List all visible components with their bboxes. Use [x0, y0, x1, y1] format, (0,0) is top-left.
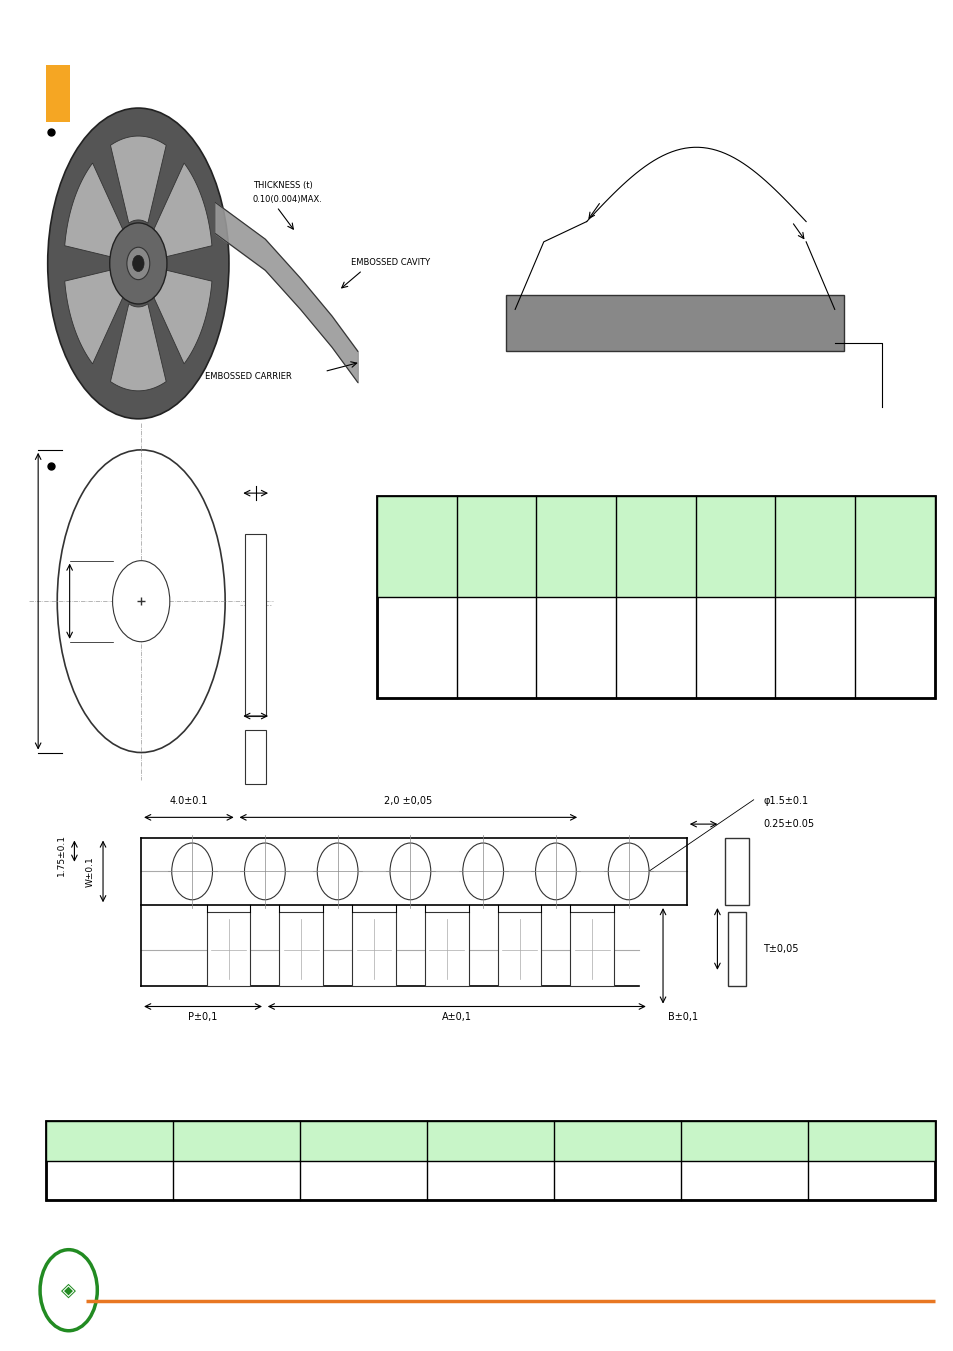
Ellipse shape: [317, 843, 357, 900]
Bar: [46, 65, 70, 122]
Polygon shape: [153, 269, 212, 363]
Text: EMBOSSED CAVITY: EMBOSSED CAVITY: [351, 258, 430, 266]
Polygon shape: [153, 163, 212, 258]
Bar: [207, 912, 250, 986]
Polygon shape: [65, 163, 123, 258]
Text: 2,0 ±0,05: 2,0 ±0,05: [384, 796, 432, 805]
Text: ◈: ◈: [61, 1281, 76, 1300]
Text: W±0.1: W±0.1: [86, 857, 94, 886]
Bar: [245, 730, 266, 784]
Text: A±0,1: A±0,1: [441, 1012, 472, 1021]
Ellipse shape: [172, 843, 213, 900]
Bar: [497, 912, 540, 986]
Circle shape: [132, 255, 144, 272]
Text: THICKNESS (t): THICKNESS (t): [253, 181, 313, 189]
Text: 4.0±0.1: 4.0±0.1: [170, 796, 208, 805]
Text: 1.75±0.1: 1.75±0.1: [57, 834, 66, 875]
Bar: [46, 1121, 934, 1200]
Circle shape: [40, 1250, 97, 1331]
Bar: [376, 496, 934, 597]
Polygon shape: [65, 269, 123, 363]
Ellipse shape: [535, 843, 576, 900]
Polygon shape: [111, 136, 166, 223]
Ellipse shape: [390, 843, 431, 900]
Circle shape: [112, 561, 170, 642]
Bar: [352, 912, 395, 986]
Ellipse shape: [608, 843, 648, 900]
Bar: [376, 496, 934, 698]
Text: φ1.5±0.1: φ1.5±0.1: [762, 796, 807, 805]
Circle shape: [110, 223, 167, 304]
Ellipse shape: [244, 843, 285, 900]
Text: 0.10(0.004)MAX.: 0.10(0.004)MAX.: [253, 196, 322, 204]
Text: P±0,1: P±0,1: [188, 1012, 217, 1021]
Text: B±0,1: B±0,1: [667, 1012, 698, 1021]
Text: 0.25±0.05: 0.25±0.05: [762, 819, 814, 828]
Bar: [724, 838, 748, 905]
Text: EMBOSSED CARRIER: EMBOSSED CARRIER: [205, 373, 292, 381]
Bar: [505, 295, 843, 351]
Bar: [727, 912, 745, 986]
Bar: [46, 1121, 934, 1161]
Bar: [279, 912, 323, 986]
Polygon shape: [111, 304, 166, 390]
Bar: [245, 534, 266, 716]
Ellipse shape: [57, 450, 225, 753]
Bar: [424, 912, 468, 986]
Ellipse shape: [462, 843, 503, 900]
Circle shape: [127, 247, 150, 280]
Text: T±0,05: T±0,05: [762, 944, 798, 954]
Ellipse shape: [48, 108, 229, 419]
Bar: [570, 912, 614, 986]
